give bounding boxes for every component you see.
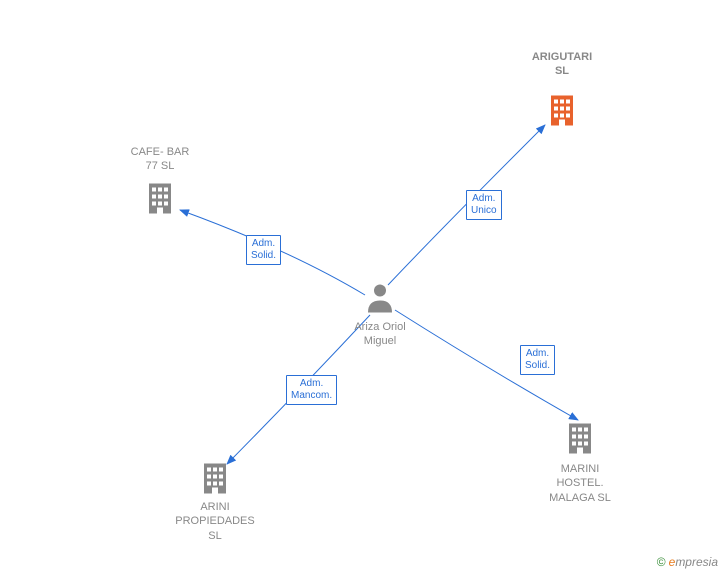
company-label-cafebar: CAFE- BAR 77 SL (110, 145, 210, 174)
company-label-line1: ARIGUTARI (532, 51, 592, 63)
company-label-line1: ARINI (200, 501, 229, 513)
watermark-rest: mpresia (675, 555, 718, 569)
edge-label-arini: Adm.Mancom. (286, 375, 337, 405)
building-icon-cafebar[interactable] (145, 182, 175, 219)
person-icon[interactable] (366, 283, 394, 318)
company-label-line1: CAFE- BAR (131, 146, 190, 158)
edge-label-line1: Adm. (252, 238, 275, 249)
company-label-arini: ARINI PROPIEDADES SL (165, 500, 265, 543)
person-label-line1: Ariza Oriol (354, 321, 405, 333)
edge-label-line1: Adm. (300, 378, 323, 389)
company-label-line2: HOSTEL. (556, 477, 603, 489)
edge-label-line2: Solid. (525, 360, 550, 371)
person-label-line2: Miguel (364, 335, 396, 347)
building-icon-arigutari[interactable] (547, 94, 577, 131)
edge-label-line2: Solid. (251, 250, 276, 261)
building-icon-arini[interactable] (200, 462, 230, 499)
company-label-line3: SL (208, 530, 221, 542)
copyright-symbol: © (657, 555, 666, 569)
edge-label-line2: Unico (471, 205, 497, 216)
company-label-line1: MARINI (561, 463, 600, 475)
company-label-line2: SL (555, 65, 569, 77)
edge-label-cafebar: Adm.Solid. (246, 235, 281, 265)
building-icon-marini[interactable] (565, 422, 595, 459)
company-label-line2: PROPIEDADES (175, 515, 254, 527)
edge-label-line1: Adm. (526, 348, 549, 359)
edge-label-arigutari: Adm.Unico (466, 190, 502, 220)
company-label-arigutari: ARIGUTARI SL (512, 50, 612, 79)
company-label-line3: MALAGA SL (549, 492, 611, 504)
company-label-line2: 77 SL (146, 160, 175, 172)
watermark: ©empresia (657, 555, 718, 569)
company-label-marini: MARINI HOSTEL. MALAGA SL (530, 462, 630, 505)
edge-label-line1: Adm. (472, 193, 495, 204)
person-label: Ariza Oriol Miguel (330, 320, 430, 349)
edge-label-line2: Mancom. (291, 390, 332, 401)
edge-label-marini: Adm.Solid. (520, 345, 555, 375)
